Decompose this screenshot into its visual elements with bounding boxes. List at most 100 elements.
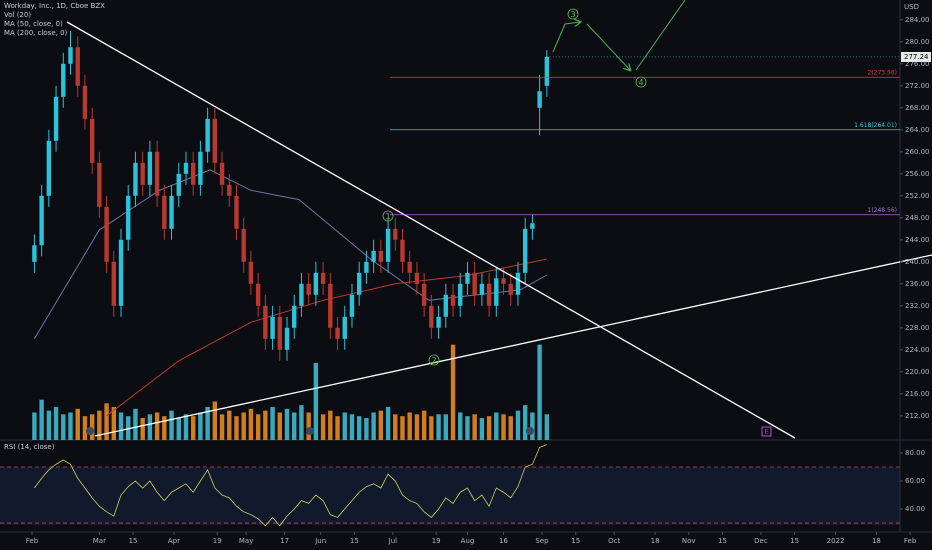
x-tick-label: Aug — [461, 537, 475, 545]
volume-bar — [169, 410, 174, 440]
candle-body — [39, 195, 44, 246]
candle-body — [407, 261, 412, 273]
y-tick-label: 272.00 — [905, 82, 930, 90]
volume-bar — [494, 412, 499, 440]
volume-bar — [176, 418, 181, 440]
volume-bar — [508, 416, 513, 440]
candle-body — [82, 85, 88, 119]
volume-bar — [39, 399, 44, 440]
volume-bar — [154, 412, 160, 440]
indicator-label: Vol (20) — [4, 11, 31, 19]
volume-bar — [371, 412, 376, 440]
wave-label: 4 — [638, 78, 643, 87]
indicator-label: MA (50, close, 0) — [4, 20, 63, 28]
y-tick-label: 232.00 — [905, 302, 930, 310]
candle-body — [458, 283, 463, 306]
volume-bar — [472, 414, 477, 440]
volume-bar — [183, 414, 189, 440]
wave-circle — [428, 354, 440, 366]
volume-bar — [537, 344, 542, 440]
candle-body — [126, 195, 131, 240]
x-tick-label: 2022 — [827, 537, 845, 545]
x-tick-label: Jun — [314, 537, 326, 545]
event-icon[interactable] — [526, 427, 534, 435]
x-tick-label: Apr — [168, 537, 180, 545]
volume-bar — [212, 401, 218, 440]
x-tick-label: 15 — [718, 537, 727, 545]
x-tick-label: 18 — [651, 537, 660, 545]
candle-body — [299, 283, 304, 306]
candle-body — [436, 316, 441, 328]
x-tick-label: Nov — [682, 537, 696, 545]
candle-body — [205, 118, 210, 152]
rsi-tick-label: 40.00 — [905, 505, 925, 513]
fib-level-label: 2(273.56) — [868, 70, 898, 77]
candle-body — [328, 283, 333, 328]
candle-body — [472, 272, 477, 295]
volume-bar — [270, 407, 275, 440]
candle-body — [320, 272, 326, 284]
x-tick-label: 15 — [790, 537, 799, 545]
candle-body — [349, 294, 355, 317]
last-price-label: 277.24 — [904, 53, 929, 61]
volume-bar — [198, 412, 203, 440]
candle-body — [284, 327, 290, 350]
volume-bar — [126, 416, 131, 440]
volume-bar — [414, 414, 420, 440]
candle-body — [263, 305, 268, 339]
volume-bar — [364, 418, 369, 440]
volume-bar — [104, 403, 109, 440]
candle-body — [486, 283, 492, 306]
currency-label: USD — [904, 3, 919, 11]
volume-bar — [205, 407, 210, 440]
y-tick-label: 240.00 — [905, 258, 930, 266]
y-tick-label: 228.00 — [905, 324, 930, 332]
volume-bar — [530, 412, 535, 440]
event-icon[interactable] — [306, 427, 314, 435]
candle-body — [234, 195, 239, 229]
earnings-marker[interactable] — [761, 426, 772, 437]
y-tick-label: 220.00 — [905, 368, 930, 376]
volume-bar — [53, 407, 59, 440]
rsi-tick-label: 80.00 — [905, 449, 925, 457]
rsi-line — [34, 444, 547, 527]
x-tick-label: Feb — [26, 537, 39, 545]
x-tick-label: 15 — [350, 537, 359, 545]
candle-body — [97, 162, 102, 207]
candle-body — [335, 327, 340, 339]
volume-bar — [407, 412, 412, 440]
wave-label: 1 — [385, 212, 390, 221]
x-tick-label: 16 — [499, 537, 508, 545]
projection-arrow — [586, 23, 630, 70]
wave-circle — [382, 210, 394, 222]
x-tick-label: Sep — [535, 537, 549, 545]
candle-body — [118, 239, 124, 306]
indicator-label: RSI (14, close) — [4, 443, 55, 451]
candle-body — [465, 272, 470, 284]
candle-body — [429, 305, 434, 328]
candle-body — [385, 228, 391, 262]
earnings-marker-label: E — [765, 429, 769, 436]
volume-bar — [140, 418, 145, 440]
y-tick-label: 264.00 — [905, 126, 930, 134]
y-tick-label: 276.00 — [905, 60, 930, 68]
x-tick-label: 15 — [571, 537, 580, 545]
candle-body — [227, 184, 232, 196]
volume-bar — [75, 408, 80, 440]
volume-bar — [501, 414, 506, 440]
candle-body — [530, 223, 535, 229]
volume-bar — [299, 405, 304, 440]
event-icon[interactable] — [86, 427, 94, 435]
candle-body — [241, 228, 246, 262]
chart-title: Workday, Inc., 1D, Cboe BZX — [4, 2, 105, 10]
candle-body — [61, 63, 66, 97]
candle-body — [277, 316, 282, 350]
candle-body — [443, 294, 448, 317]
x-tick-label: Mar — [93, 537, 106, 545]
candle-body — [421, 283, 427, 306]
volume-bar — [328, 410, 333, 440]
y-tick-label: 216.00 — [905, 390, 930, 398]
candle-body — [292, 305, 297, 328]
candle-body — [169, 195, 174, 229]
